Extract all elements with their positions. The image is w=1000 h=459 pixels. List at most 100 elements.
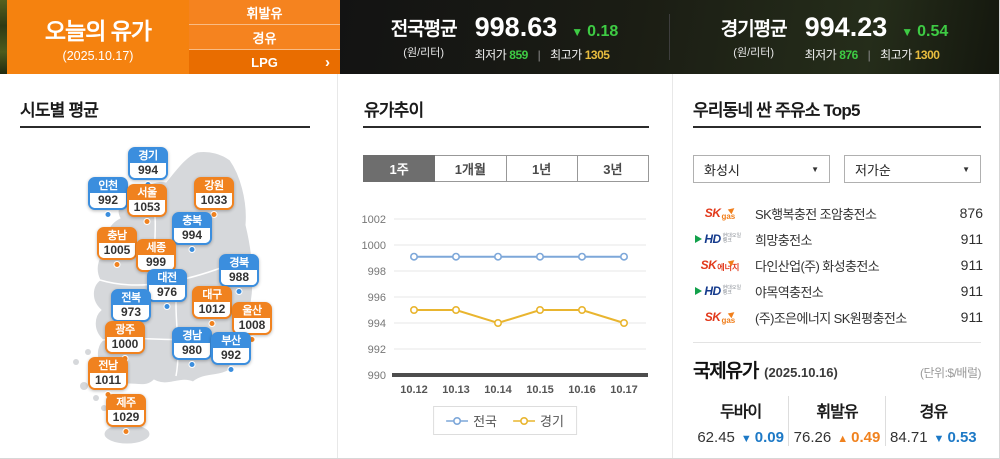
trend-tab-0[interactable]: 1주 xyxy=(363,155,436,182)
down-arrow-icon: ▼ xyxy=(901,24,914,39)
national-average-price: 998.63 xyxy=(474,11,558,42)
diesel-change: ▼ 0.53 xyxy=(933,429,977,446)
region-name: 대전 xyxy=(149,271,185,285)
fuel-tab-label: 경유 xyxy=(252,30,277,46)
intl-dubai: 두바이 62.45 ▼ 0.09 xyxy=(697,404,784,446)
lowest-price: 876 xyxy=(839,47,858,62)
region-price: 1005 xyxy=(99,243,135,258)
svg-text:990: 990 xyxy=(368,370,386,382)
down-arrow-icon: ▼ xyxy=(571,24,584,39)
region-location-dot xyxy=(188,361,196,368)
brand-main: SK xyxy=(700,258,717,272)
legend-label: 경기 xyxy=(540,414,564,429)
region-badge-1: 인천 992 xyxy=(88,177,128,218)
region-name: 전남 xyxy=(90,359,126,373)
region-price: 999 xyxy=(138,255,174,270)
region-location-dot xyxy=(143,218,151,225)
intl-gasoline: 휘발유 76.26 ▲ 0.49 xyxy=(788,396,884,446)
legend-marker-icon xyxy=(446,416,469,425)
region-name: 강원 xyxy=(196,179,232,193)
region-badge-2: 서울 1053 xyxy=(127,184,167,225)
svg-text:996: 996 xyxy=(368,292,386,304)
sort-select[interactable]: 저가순 ▼ xyxy=(844,155,981,183)
fuel-tab-2[interactable]: LPG › xyxy=(189,50,340,74)
cheap-stations-panel: 우리동네 싼 주유소 Top5 화성시 ▼ 저가순 ▼ SK gas SK행복충전 … xyxy=(672,74,999,458)
region-name: 서울 xyxy=(129,186,165,200)
page-title: 오늘의 유가 xyxy=(44,17,152,44)
stations-panel-title: 우리동네 싼 주유소 Top5 xyxy=(693,101,860,120)
svg-text:1002: 1002 xyxy=(362,214,386,226)
caret-down-icon: ▼ xyxy=(811,164,819,174)
brand-sub: 현대오일뱅크 xyxy=(722,285,742,296)
region-location-dot xyxy=(113,261,121,268)
region-price: 1012 xyxy=(194,302,230,317)
region-price: 994 xyxy=(130,163,166,178)
station-row-3[interactable]: HD 현대오일뱅크 야목역충전소 911 xyxy=(691,278,983,304)
trend-tab-1[interactable]: 1개월 xyxy=(435,155,507,182)
region-price: 1033 xyxy=(196,193,232,208)
brand-sub: gas xyxy=(721,211,736,221)
stat-unit: (원/리터) xyxy=(733,47,775,59)
station-name: (주)조은에너지 SK원평충전소 xyxy=(755,310,907,326)
station-row-2[interactable]: SK 에너지 다인산업(주) 화성충전소 911 xyxy=(691,252,983,278)
title-underline xyxy=(20,126,310,128)
region-price: 1053 xyxy=(129,200,165,215)
region-price: 1008 xyxy=(234,318,270,333)
region-location-dot xyxy=(227,366,235,373)
region-badge-8: 대전 976 xyxy=(147,269,187,310)
sk-gas-logo: SK gas xyxy=(691,206,749,221)
fuel-tab-0[interactable]: 휘발유 xyxy=(189,0,340,25)
gyeonggi-average-price: 994.23 xyxy=(804,11,888,42)
region-badge-12: 광주 1000 xyxy=(105,321,145,362)
trend-tab-2[interactable]: 1년 xyxy=(506,155,578,182)
gyeonggi-average-stat: 경기평균 (원/리터) 994.23 ▼ 0.54 최저가 876 | 최고 xyxy=(670,12,999,63)
highest-price: 1305 xyxy=(584,47,610,62)
station-price: 911 xyxy=(960,257,983,273)
legend-item: 경기 xyxy=(513,411,564,430)
region-badge-15: 전남 1011 xyxy=(88,357,128,398)
svg-text:10.16: 10.16 xyxy=(568,384,596,396)
sk-gas-logo: SK gas xyxy=(691,310,749,325)
fuel-tab-label: LPG xyxy=(251,54,278,70)
svg-text:10.15: 10.15 xyxy=(526,384,554,396)
region-location-dot xyxy=(163,303,171,310)
title-date: (2025.10.17) xyxy=(62,48,134,63)
fuel-tab-label: 휘발유 xyxy=(246,5,283,21)
region-badge-9: 대구 1012 xyxy=(192,286,232,327)
region-badge-14: 부산 992 xyxy=(211,332,251,373)
sk-energy-logo: SK 에너지 xyxy=(691,258,749,273)
station-row-0[interactable]: SK gas SK행복충전 조암충전소 876 xyxy=(691,200,983,226)
region-badge-7: 경북 988 xyxy=(219,254,259,295)
regional-panel-title: 시도별 평균 xyxy=(20,101,99,120)
hd-oilbank-logo: HD 현대오일뱅크 xyxy=(691,233,749,245)
station-row-1[interactable]: HD 현대오일뱅크 희망충전소 911 xyxy=(691,226,983,252)
trend-panel-title: 유가추이 xyxy=(364,101,424,120)
trend-tab-3[interactable]: 3년 xyxy=(577,155,649,182)
city-select[interactable]: 화성시 ▼ xyxy=(693,155,830,183)
hd-arrow-icon xyxy=(695,235,703,243)
region-name: 전북 xyxy=(113,291,149,305)
region-price: 973 xyxy=(113,305,149,320)
region-name: 충북 xyxy=(174,214,210,228)
brand-main: SK xyxy=(704,310,721,324)
station-name: SK행복충전 조암충전소 xyxy=(755,206,877,222)
legend-label: 전국 xyxy=(473,414,497,429)
up-arrow-icon: ▲ xyxy=(837,433,849,445)
stat-label: 경기평균 xyxy=(720,19,788,40)
title-underline xyxy=(363,126,649,128)
price-trend-panel: 유가추이 1주 1개월 1년 3년 990 992 994 996 998 1000 1002 10… xyxy=(337,74,672,458)
station-price: 876 xyxy=(959,205,983,221)
station-row-4[interactable]: SK gas (주)조은에너지 SK원평충전소 911 xyxy=(691,304,983,330)
region-price: 994 xyxy=(174,228,210,243)
region-badge-13: 경남 980 xyxy=(172,327,212,368)
stat-label: 전국평균 xyxy=(390,19,458,40)
legend-marker-icon xyxy=(513,416,535,425)
lowest-price: 859 xyxy=(509,47,528,62)
brand-sub: 현대오일뱅크 xyxy=(722,233,742,244)
svg-text:998: 998 xyxy=(368,266,386,278)
fuel-tab-1[interactable]: 경유 xyxy=(189,25,340,50)
region-location-dot xyxy=(235,288,243,295)
region-price: 1000 xyxy=(107,337,143,352)
station-price: 911 xyxy=(960,231,983,247)
